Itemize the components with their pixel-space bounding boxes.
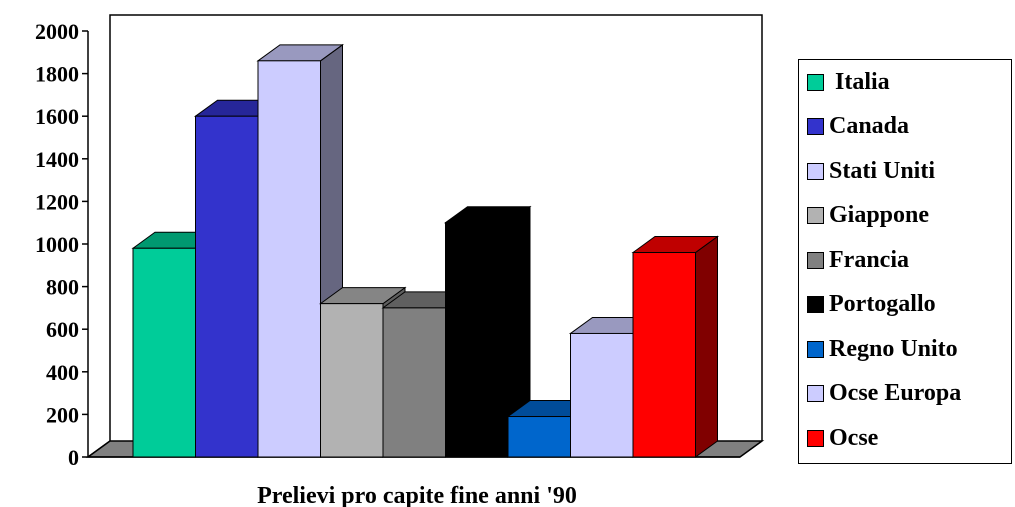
legend: Italia Canada Stati Uniti Giappone Francia Po… bbox=[798, 59, 1012, 464]
legend-item: Stati Uniti bbox=[807, 151, 935, 191]
bar-front bbox=[382, 307, 446, 458]
bar-front bbox=[132, 247, 196, 458]
y-tick-label: 400 bbox=[46, 360, 79, 385]
legend-swatch bbox=[807, 162, 824, 180]
legend-label: Regno Unito bbox=[829, 335, 958, 362]
legend-label: Stati Uniti bbox=[829, 157, 936, 184]
legend-swatch bbox=[807, 118, 824, 135]
legend-item: Italia bbox=[807, 62, 890, 102]
legend-item: Francia bbox=[807, 240, 909, 280]
y-tick-label: 200 bbox=[46, 402, 79, 427]
y-tick-label: 600 bbox=[46, 317, 79, 342]
bar-portogallo bbox=[443, 205, 532, 458]
legend-swatch bbox=[807, 207, 824, 224]
legend-label: Giappone bbox=[829, 202, 930, 228]
legend-item: Ocse Europa bbox=[807, 374, 961, 414]
legend-item: Regno Unito bbox=[807, 329, 958, 369]
y-tick-label: 800 bbox=[46, 275, 79, 300]
y-tick-label: 2000 bbox=[35, 19, 79, 44]
legend-label: Italia bbox=[829, 68, 890, 95]
y-tick-label: 1800 bbox=[35, 62, 79, 87]
y-tick-label: 1400 bbox=[35, 147, 79, 172]
x-axis-label: Prelievi pro capite fine anni '90 bbox=[257, 483, 577, 507]
legend-label: Canada bbox=[829, 113, 910, 139]
legend-label: Francia bbox=[829, 246, 909, 273]
legend-label: Ocse bbox=[829, 424, 879, 451]
legend-swatch bbox=[807, 296, 824, 313]
y-tick-label: 1600 bbox=[35, 104, 79, 129]
bar-series bbox=[131, 43, 720, 458]
bar-side bbox=[695, 235, 718, 458]
legend-swatch bbox=[807, 251, 824, 269]
bar-front bbox=[320, 303, 384, 458]
legend-label: Portogallo bbox=[829, 291, 936, 317]
legend-swatch bbox=[807, 429, 824, 447]
legend-swatch bbox=[807, 73, 824, 91]
bar-front bbox=[257, 60, 321, 458]
bar-front bbox=[507, 416, 571, 458]
bar-front bbox=[195, 115, 259, 458]
y-tick-label: 1000 bbox=[35, 232, 79, 257]
legend-swatch bbox=[807, 340, 824, 358]
legend-swatch bbox=[807, 385, 824, 402]
bar-front bbox=[445, 222, 509, 458]
legend-label: Ocse Europa bbox=[829, 380, 962, 406]
y-tick-label: 0 bbox=[68, 445, 79, 470]
bar-stati-uniti bbox=[256, 43, 345, 458]
legend-item: Ocse bbox=[807, 418, 878, 458]
y-tick-label: 1200 bbox=[35, 189, 79, 214]
legend-item: Canada bbox=[807, 107, 909, 147]
bar-front bbox=[632, 252, 696, 458]
bar-front bbox=[570, 332, 634, 458]
legend-item: Giappone bbox=[807, 196, 929, 236]
y-axis-ticks: 0 200 400 600 800 1000 1200 1400 1600 1800 2000 bbox=[35, 19, 88, 470]
legend-item: Portogallo bbox=[807, 285, 936, 325]
bar-ocse bbox=[631, 235, 720, 458]
